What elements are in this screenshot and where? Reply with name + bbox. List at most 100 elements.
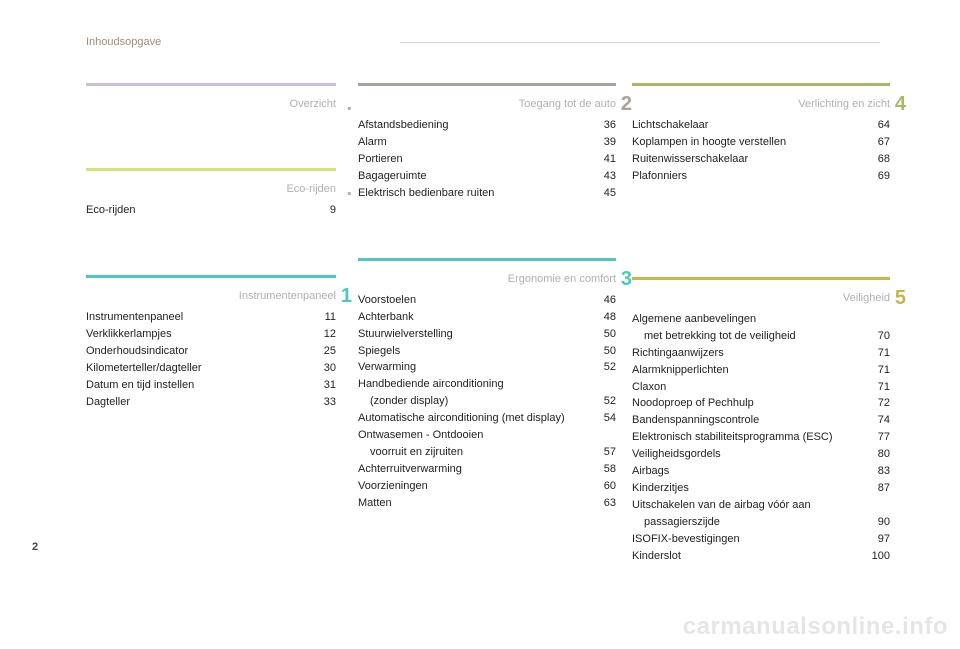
- section-title: Instrumentenpaneel: [86, 290, 336, 304]
- toc-row: ISOFIX-bevestigingen97: [632, 532, 890, 548]
- toc-label: Verklikkerlampjes: [86, 327, 310, 343]
- page-title: Inhoudsopgave: [86, 36, 161, 48]
- section-eco: Eco-rijden.Eco-rijden9: [86, 168, 336, 219]
- section-bar: [632, 277, 890, 280]
- toc-row: Claxon71: [632, 380, 890, 396]
- section-items: Afstandsbediening36Alarm39Portieren41Bag…: [358, 118, 616, 202]
- toc-row: Verwarming52: [358, 360, 616, 376]
- toc-label: Matten: [358, 496, 590, 512]
- toc-row: Matten63: [358, 496, 616, 512]
- toc-page: 48: [590, 310, 616, 326]
- section-title: Ergonomie en comfort: [358, 273, 616, 287]
- toc-label: Claxon: [632, 380, 864, 396]
- toc-row: (zonder display)52: [358, 394, 616, 410]
- toc-row: Afstandsbediening36: [358, 118, 616, 134]
- toc-row: Datum en tijd instellen31: [86, 378, 336, 394]
- toc-page: 71: [864, 380, 890, 396]
- toc-page: 41: [590, 152, 616, 168]
- toc-page: 71: [864, 363, 890, 379]
- toc-row: Ontwasemen - Ontdooien: [358, 428, 616, 444]
- toc-page: 43: [590, 169, 616, 185]
- toc-page: 54: [590, 411, 616, 427]
- toc-row: Kinderslot100: [632, 549, 890, 565]
- toc-page: 30: [310, 361, 336, 377]
- toc-page: 46: [590, 293, 616, 309]
- column-2: Toegang tot de auto2Afstandsbediening36A…: [358, 83, 616, 530]
- toc-label: Verwarming: [358, 360, 590, 376]
- toc-row: Stuurwielverstelling50: [358, 327, 616, 343]
- section-title: Overzicht: [86, 98, 336, 112]
- toc-row: Bagageruimte43: [358, 169, 616, 185]
- section-items: Lichtschakelaar64Koplampen in hoogte ver…: [632, 118, 890, 185]
- toc-page: 100: [864, 549, 890, 565]
- toc-label: Onderhoudsindicator: [86, 344, 310, 360]
- section-verlichting: Verlichting en zicht4Lichtschakelaar64Ko…: [632, 83, 890, 185]
- section-ergonomie: Ergonomie en comfort3Voorstoelen46Achter…: [358, 258, 616, 512]
- toc-label: Afstandsbediening: [358, 118, 590, 134]
- section-title: Toegang tot de auto: [358, 98, 616, 112]
- toc-row: Automatische airconditioning (met displa…: [358, 411, 616, 427]
- toc-sublabel: (zonder display): [358, 394, 590, 410]
- toc-row: Bandenspanningscontrole74: [632, 413, 890, 429]
- chapter-number: .: [346, 93, 352, 116]
- toc-row: Airbags83: [632, 464, 890, 480]
- toc-page: 77: [864, 430, 890, 446]
- toc-page: 64: [864, 118, 890, 134]
- watermark: carmanualsonline.info: [683, 613, 948, 641]
- toc-row: Handbediende airconditioning: [358, 377, 616, 393]
- section-bar: [358, 258, 616, 261]
- toc-sublabel: passagierszijde: [632, 515, 864, 531]
- toc-label: Plafonniers: [632, 169, 864, 185]
- toc-row: voorruit en zijruiten57: [358, 445, 616, 461]
- section-items: Eco-rijden9: [86, 203, 336, 219]
- section-items: Voorstoelen46Achterbank48Stuurwielverste…: [358, 293, 616, 512]
- toc-label: Richtingaanwijzers: [632, 346, 864, 362]
- toc-row: Kilometerteller/dagteller30: [86, 361, 336, 377]
- toc-label: Lichtschakelaar: [632, 118, 864, 134]
- toc-label: Automatische airconditioning (met displa…: [358, 411, 590, 427]
- toc-row: Noodoproep of Pechhulp72: [632, 396, 890, 412]
- toc-label: Bandenspanningscontrole: [632, 413, 864, 429]
- toc-label: Veiligheidsgordels: [632, 447, 864, 463]
- section-instrumenten: Instrumentenpaneel1Instrumentenpaneel11V…: [86, 275, 336, 411]
- toc-page: 80: [864, 447, 890, 463]
- chapter-number: 4: [895, 93, 906, 116]
- toc-row: Richtingaanwijzers71: [632, 346, 890, 362]
- column-3: Verlichting en zicht4Lichtschakelaar64Ko…: [632, 83, 890, 583]
- section-bar: [358, 83, 616, 86]
- toc-label: Voorstoelen: [358, 293, 590, 309]
- toc-row: Dagteller33: [86, 395, 336, 411]
- toc-label: Bagageruimte: [358, 169, 590, 185]
- toc-label: Voorzieningen: [358, 479, 590, 495]
- toc-label: Handbediende airconditioning: [358, 377, 590, 393]
- page-number: 2: [32, 541, 38, 553]
- toc-row: passagierszijde90: [632, 515, 890, 531]
- header-rule: [400, 42, 880, 43]
- toc-row: Portieren41: [358, 152, 616, 168]
- toc-row: Alarm39: [358, 135, 616, 151]
- toc-page: 50: [590, 327, 616, 343]
- section-items: Instrumentenpaneel11Verklikkerlampjes12O…: [86, 310, 336, 411]
- toc-page: 57: [590, 445, 616, 461]
- toc-page: 69: [864, 169, 890, 185]
- toc-label: ISOFIX-bevestigingen: [632, 532, 864, 548]
- toc-label: Elektrisch bedienbare ruiten: [358, 186, 590, 202]
- toc-row: Achterruitverwarming58: [358, 462, 616, 478]
- toc-row: Plafonniers69: [632, 169, 890, 185]
- toc-page: 63: [590, 496, 616, 512]
- toc-label: Noodoproep of Pechhulp: [632, 396, 864, 412]
- toc-row: Veiligheidsgordels80: [632, 447, 890, 463]
- toc-row: Algemene aanbevelingen: [632, 312, 890, 328]
- toc-label: Achterbank: [358, 310, 590, 326]
- toc-row: Achterbank48: [358, 310, 616, 326]
- toc-page: 72: [864, 396, 890, 412]
- toc-label: Elektronisch stabiliteitsprogramma (ESC): [632, 430, 864, 446]
- toc-label: Spiegels: [358, 344, 590, 360]
- chapter-number: 2: [621, 93, 632, 116]
- toc-page: 83: [864, 464, 890, 480]
- toc-label: Dagteller: [86, 395, 310, 411]
- toc-label: Alarmknipperlichten: [632, 363, 864, 379]
- toc-row: Kinderzitjes87: [632, 481, 890, 497]
- toc-page: 11: [310, 310, 336, 326]
- toc-page: 97: [864, 532, 890, 548]
